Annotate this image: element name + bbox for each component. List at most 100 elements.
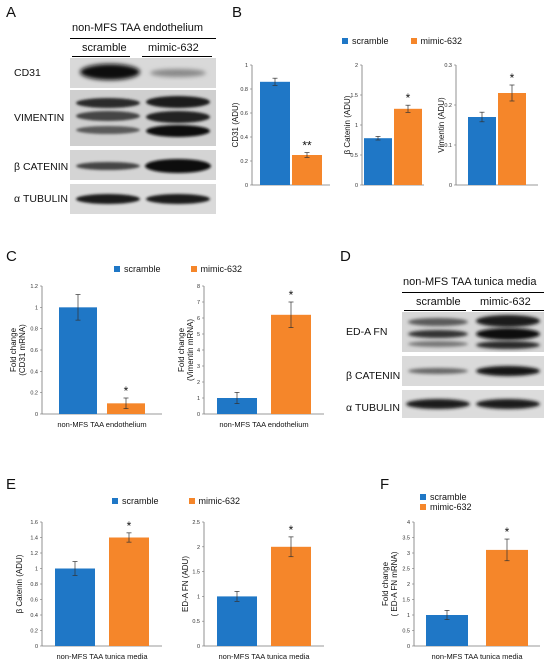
- chart-b2-tick-label: 1.5: [350, 93, 358, 99]
- chart-e2-tick-label: 1.5: [192, 570, 200, 576]
- legend-e-mimic: mimic-632: [188, 496, 241, 506]
- chart-c2-tick-label: 3: [197, 364, 200, 370]
- chart-c2-tick-label: 8: [197, 284, 200, 290]
- legend-c-mimic-label: mimic-632: [200, 264, 243, 274]
- chart-c2-tick-label: 0: [197, 412, 200, 418]
- chart-f1-tick-label: 3.5: [402, 536, 410, 542]
- legend-e-scramble: scramble: [112, 496, 159, 506]
- chart-e1-tick-label: 1.6: [30, 520, 38, 526]
- chart-e1-tick-label: 1.2: [30, 551, 38, 557]
- blot-a-lane-rule-scramble: [72, 56, 130, 57]
- legend-b-scramble-swatch: [342, 38, 348, 44]
- chart-b3-bar-scramble: [468, 117, 496, 185]
- chart-c2-significance: *: [289, 288, 294, 302]
- chart-e2-xlabel: non-MFS TAA tunica media: [218, 652, 310, 661]
- legend-e-scramble-swatch: [112, 498, 118, 504]
- chart-c2-bar-scramble: [217, 398, 257, 414]
- chart-b3-significance: *: [510, 71, 515, 85]
- chart-b2-tick-label: 1: [355, 123, 358, 129]
- chart-b1-bar-mimic: [292, 155, 322, 185]
- blot-a-label-bcatenin: β CATENIN: [14, 161, 69, 173]
- chart-b2-significance: *: [406, 91, 411, 105]
- chart-b1-bar-scramble: [260, 81, 290, 185]
- chart-c2-tick-label: 1: [197, 396, 200, 402]
- panel-letter-b: B: [232, 4, 243, 21]
- chart-f1-tick-label: 1.5: [402, 598, 410, 604]
- chart-b1-ylabel: CD31 (ADU): [231, 102, 240, 147]
- legend-e-mimic-label: mimic-632: [198, 496, 241, 506]
- chart-e1-ylabel: β Catenin (ADU): [15, 554, 24, 613]
- chart-f1-bar-mimic: [486, 549, 528, 646]
- chart-c1-tick-label: 0.2: [30, 391, 38, 397]
- chart-c1-tick-label: 1: [35, 305, 38, 311]
- chart-b3-tick-label: 0: [449, 183, 452, 189]
- chart-b1-tick-label: 0.8: [240, 87, 248, 93]
- chart-f1-tick-label: 2: [407, 582, 410, 588]
- chart-e1-tick-label: 0.2: [30, 629, 38, 635]
- chart-b2-tick-label: 2: [355, 63, 358, 69]
- chart-c1-ylabel-line1: Fold change: [9, 327, 18, 372]
- chart-e2-bar-scramble: [217, 596, 257, 646]
- panel-letter-f: F: [380, 476, 390, 493]
- blot-a-label-atubulin: α TUBULIN: [14, 193, 68, 205]
- chart-b1-tick-label: 0.6: [240, 111, 248, 117]
- chart-e1-xlabel: non-MFS TAA tunica media: [56, 652, 148, 661]
- legend-e-scramble-label: scramble: [122, 496, 159, 506]
- blot-d-image: [402, 312, 544, 418]
- blot-d-lane-rule-scramble: [404, 310, 466, 311]
- chart-c2-ylabel: Fold change(Vimentin mRNA): [177, 319, 195, 381]
- chart-e1-tick-label: 0.4: [30, 613, 38, 619]
- chart-f1-tick-label: 0.5: [402, 629, 410, 635]
- legend-c-scramble: scramble: [114, 264, 161, 274]
- chart-e1-bar-mimic: [109, 537, 149, 646]
- legend-f: scramble mimic-632: [420, 492, 472, 512]
- chart-b1-significance: **: [302, 139, 312, 153]
- chart-b2-ylabel: β Catenin (ADU): [343, 95, 352, 154]
- chart-c1-ylabel-line2: (CD31 mRNA): [18, 324, 27, 376]
- legend-c: scramble mimic-632: [114, 264, 242, 274]
- chart-b1-tick-label: 1: [245, 63, 248, 69]
- chart-c2-tick-label: 2: [197, 380, 200, 386]
- legend-b-scramble-label: scramble: [352, 36, 389, 46]
- blot-d-label-atubulin: α TUBULIN: [346, 402, 400, 414]
- blot-d-lane-rule-mimic: [472, 310, 544, 311]
- legend-c-mimic-swatch: [190, 266, 197, 272]
- legend-c-mimic: mimic-632: [190, 264, 243, 274]
- chart-f1-bar-scramble: [426, 615, 468, 646]
- blot-a-lane-rule-mimic: [142, 56, 212, 57]
- chart-b3-bar-mimic: [498, 93, 526, 185]
- chart-b3-tick-label: 0.3: [444, 63, 452, 69]
- legend-b-mimic: mimic-632: [410, 36, 462, 46]
- chart-b3-tick-label: 0.2: [444, 103, 452, 109]
- chart-f1-tick-label: 3: [407, 551, 410, 557]
- chart-f1-ylabel-line1: Fold change: [381, 561, 390, 606]
- chart-c1-tick-label: 0.8: [30, 327, 38, 333]
- chart-e2-tick-label: 2.5: [192, 520, 200, 526]
- chart-b3-tick-label: 0.1: [444, 143, 452, 149]
- blot-d-label-edafn: ED-A FN: [346, 326, 388, 338]
- chart-c1-significance: *: [124, 384, 129, 398]
- chart-c1-ylabel: Fold change(CD31 mRNA): [9, 324, 27, 376]
- chart-f1-ylabel-line2: ( ED-A FN mRNA): [390, 551, 399, 616]
- chart-e1-tick-label: 1.4: [30, 536, 38, 542]
- chart-f1-tick-label: 1: [407, 613, 410, 619]
- chart-e1-significance: *: [127, 519, 132, 533]
- blot-a-lane-mimic: mimic-632: [148, 42, 199, 54]
- chart-e1-tick-label: 0.8: [30, 582, 38, 588]
- chart-c2-tick-label: 4: [197, 348, 200, 354]
- legend-e: scramble mimic-632: [112, 496, 240, 506]
- legend-b: scramble mimic-632: [342, 36, 462, 46]
- blot-a-title-rule: [70, 38, 216, 39]
- blot-d-title-rule: [402, 292, 544, 293]
- chart-c1-tick-label: 0.6: [30, 348, 38, 354]
- chart-c2-tick-label: 5: [197, 332, 200, 338]
- chart-e2-tick-label: 0.5: [192, 619, 200, 625]
- chart-c1-xlabel: non-MFS TAA endothelium: [57, 420, 146, 429]
- chart-c2-bar-mimic: [271, 314, 311, 414]
- chart-f1-significance: *: [505, 525, 510, 539]
